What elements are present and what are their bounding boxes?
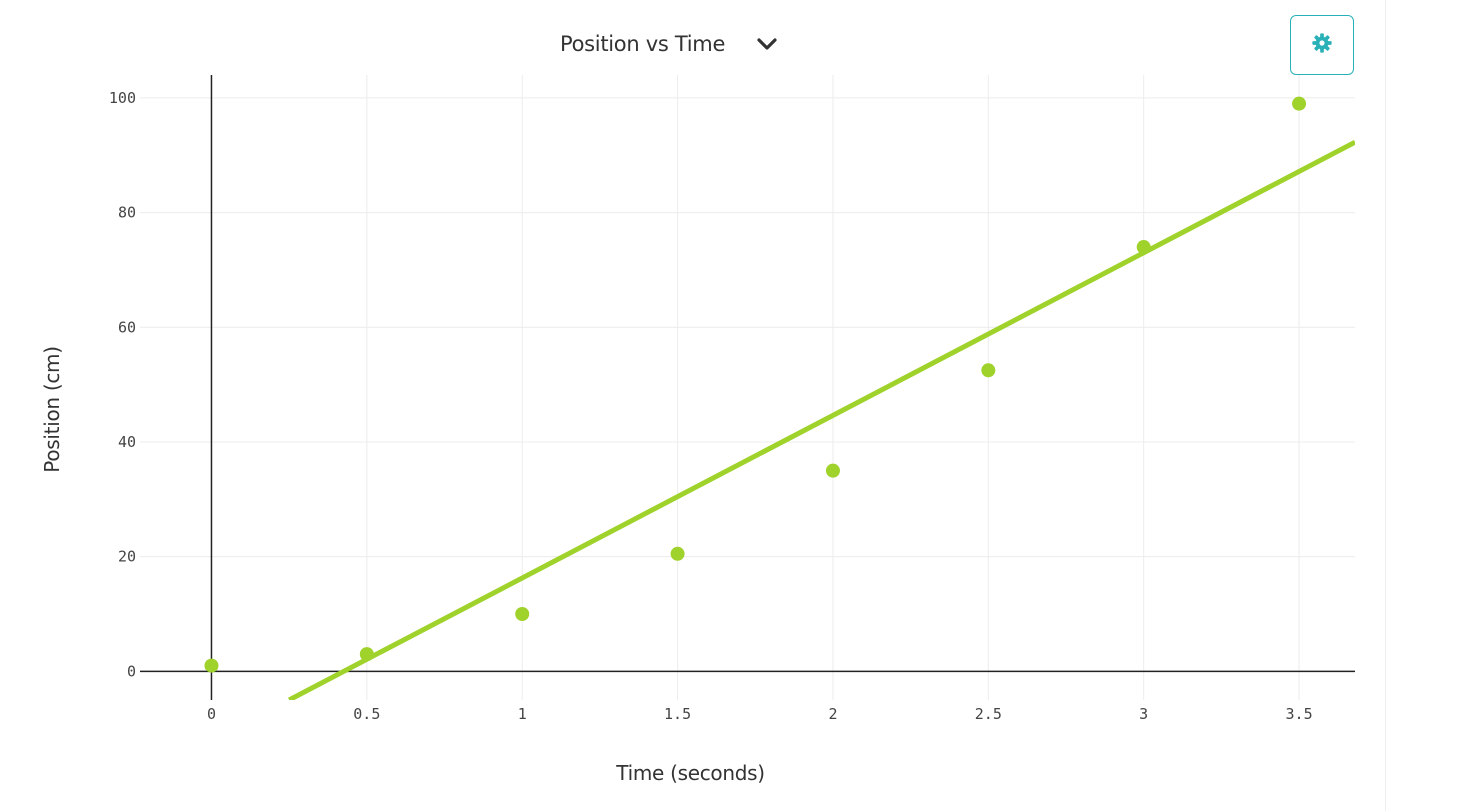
gear-icon bbox=[1311, 32, 1333, 59]
graph-type-dropdown[interactable]: Position vs Time bbox=[560, 24, 779, 64]
x-tick-label: 1.5 bbox=[664, 705, 691, 723]
fit-line bbox=[287, 139, 1355, 700]
x-tick-label: 2.5 bbox=[975, 705, 1002, 723]
x-tick-label: 2 bbox=[828, 705, 837, 723]
data-point bbox=[670, 546, 685, 561]
y-tick-label: 100 bbox=[109, 89, 136, 107]
y-tick-label: 0 bbox=[127, 662, 136, 680]
y-tick-label: 60 bbox=[118, 318, 136, 336]
settings-button[interactable] bbox=[1290, 15, 1354, 75]
x-tick-label: 0 bbox=[207, 705, 216, 723]
y-tick-label: 80 bbox=[118, 204, 136, 222]
x-tick-label: 1 bbox=[518, 705, 527, 723]
data-point bbox=[515, 606, 530, 621]
x-tick-label: 0.5 bbox=[353, 705, 380, 723]
data-point bbox=[1292, 96, 1307, 111]
data-point bbox=[981, 363, 996, 378]
data-point bbox=[1136, 240, 1151, 255]
right-panel bbox=[1386, 0, 1473, 811]
y-tick-label: 20 bbox=[118, 548, 136, 566]
panel-divider bbox=[1385, 0, 1386, 811]
data-point bbox=[359, 647, 374, 662]
graph-title: Position vs Time bbox=[560, 32, 726, 56]
data-point bbox=[825, 463, 840, 478]
chevron-down-icon bbox=[755, 32, 779, 56]
x-tick-label: 3.5 bbox=[1286, 705, 1313, 723]
x-tick-label: 3 bbox=[1139, 705, 1148, 723]
data-point bbox=[204, 658, 219, 673]
x-axis-title: Time (seconds) bbox=[615, 761, 764, 785]
y-axis-title: Position (cm) bbox=[40, 346, 64, 472]
position-time-chart: 0 0.5 1 1.5 2 2.5 3 3.5 0 20 40 60 80 100 Time (second… bbox=[40, 75, 1355, 785]
y-tick-label: 40 bbox=[118, 433, 136, 451]
